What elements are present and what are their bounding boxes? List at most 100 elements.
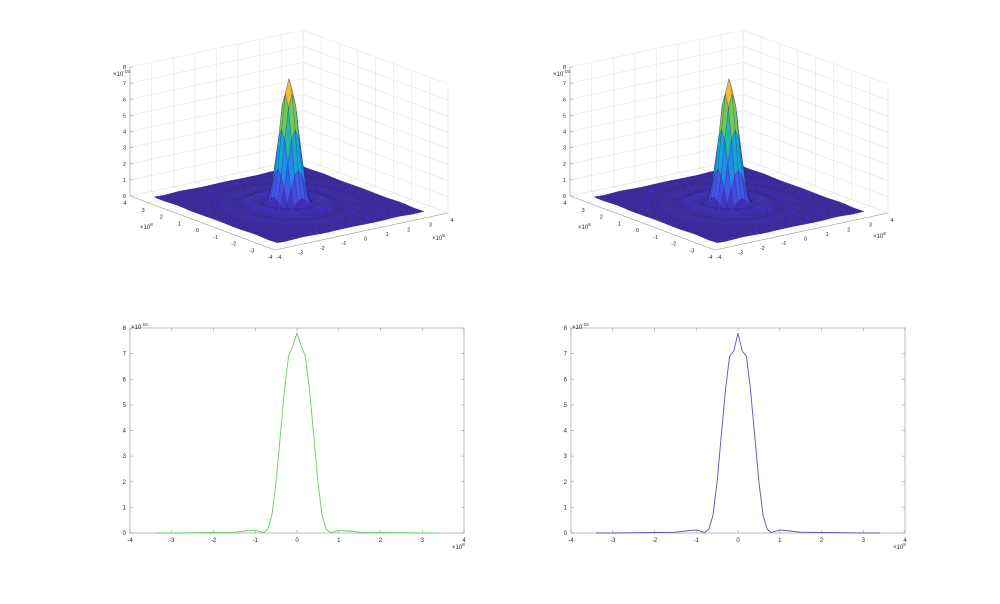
y-tick-label: 8: [564, 326, 568, 332]
x-tick-label: -4: [127, 538, 133, 544]
y-tick-label: 1: [123, 505, 127, 511]
z-tick-label: 1: [563, 178, 566, 184]
y-tick-label: -2: [671, 242, 676, 248]
y-tick-label: 4: [123, 429, 127, 435]
z-tick-label: 6: [123, 97, 126, 103]
y-tick-label: 6: [123, 377, 127, 383]
y-tick-label: 6: [564, 377, 568, 383]
tr-z-exponent: ×10-16: [553, 69, 570, 78]
x-tick-label: -3: [738, 250, 743, 256]
axes-frame: [571, 328, 905, 533]
x-tick-label: 3: [862, 538, 866, 544]
y-tick-label: -3: [249, 248, 254, 254]
y-tick-label: 4: [563, 201, 566, 207]
y-tick-label: 7: [564, 352, 568, 358]
y-tick-label: 0: [564, 531, 568, 537]
z-tick-label: 1: [123, 178, 126, 184]
z-tick-label: 5: [123, 113, 126, 119]
y-tick-label: 2: [600, 215, 603, 221]
tl-z-exponent: ×10-16: [113, 69, 130, 78]
x-tick-label: -1: [341, 241, 346, 247]
y-tick-label: -4: [268, 255, 273, 261]
x-tick-label: -3: [169, 538, 175, 544]
x-tick-label: -4: [717, 255, 722, 261]
y-tick-label: -1: [213, 235, 218, 241]
z-tick-label: 3: [563, 146, 566, 152]
x-tick-label: 2: [407, 227, 410, 233]
y-tick-label: -1: [653, 235, 658, 241]
x-tick-label: -2: [211, 538, 217, 544]
y-tick-label: 1: [618, 221, 621, 227]
x-tick-label: -2: [652, 538, 658, 544]
y-tick-label: 2: [564, 480, 568, 486]
z-tick-label: 7: [563, 81, 566, 87]
z-tick-label: 4: [123, 130, 126, 136]
y-tick-label: 4: [564, 429, 568, 435]
y-tick-label: 3: [142, 208, 145, 214]
y-tick-label: 3: [123, 454, 127, 460]
x-tick-label: -1: [253, 538, 259, 544]
y-tick-label: -4: [708, 255, 713, 261]
x-tick-label: -4: [277, 255, 282, 261]
z-tick-label: 2: [123, 162, 126, 168]
x-tick-label: 0: [736, 538, 740, 544]
x-tick-label: 0: [804, 237, 807, 243]
y-tick-label: 5: [564, 403, 568, 409]
y-tick-label: 0: [123, 531, 127, 537]
tr-x-exponent: ×108: [873, 231, 886, 240]
y-tick-label: 1: [564, 505, 568, 511]
x-tick-label: 1: [337, 538, 341, 544]
bl-x-exponent: ×108: [452, 542, 465, 551]
y-tick-label: 4: [123, 201, 126, 207]
x-tick-label: -3: [298, 250, 303, 256]
x-tick-label: 2: [847, 227, 850, 233]
x-tick-label: -3: [610, 538, 616, 544]
y-tick-label: 8: [123, 326, 127, 332]
x-tick-label: -1: [694, 538, 700, 544]
x-tick-label: 2: [379, 538, 383, 544]
x-tick-label: -2: [320, 246, 325, 252]
y-tick-label: 3: [564, 454, 568, 460]
z-tick-label: 4: [563, 130, 566, 136]
x-tick-label: 1: [826, 232, 829, 238]
y-tick-label: 3: [582, 208, 585, 214]
y-tick-label: 0: [196, 228, 199, 234]
y-tick-label: 1: [178, 221, 181, 227]
y-tick-label: 7: [123, 352, 127, 358]
tr-y-exponent: ×108: [578, 222, 591, 231]
x-tick-label: 0: [295, 538, 299, 544]
x-tick-label: -1: [781, 241, 786, 247]
x-tick-label: 3: [869, 223, 872, 229]
y-tick-label: 5: [123, 403, 127, 409]
x-tick-label: 1: [778, 538, 782, 544]
y-tick-label: -2: [231, 242, 236, 248]
x-tick-label: 0: [364, 237, 367, 243]
x-tick-label: 3: [421, 538, 425, 544]
tl-y-exponent: ×108: [140, 222, 153, 231]
axes-frame: [130, 328, 464, 533]
br-x-exponent: ×108: [893, 542, 906, 551]
x-tick-label: 4: [450, 218, 453, 224]
x-tick-label: 1: [386, 232, 389, 238]
x-tick-label: 2: [820, 538, 824, 544]
y-tick-label: 2: [123, 480, 127, 486]
x-tick-label: 3: [429, 223, 432, 229]
z-tick-label: 6: [563, 97, 566, 103]
y-tick-label: -3: [689, 248, 694, 254]
z-tick-label: 5: [563, 113, 566, 119]
x-tick-label: -2: [760, 246, 765, 252]
y-tick-label: 2: [160, 215, 163, 221]
x-tick-label: 4: [890, 218, 893, 224]
x-tick-label: -4: [568, 538, 574, 544]
z-tick-label: 2: [563, 162, 566, 168]
z-tick-label: 0: [123, 194, 126, 200]
tl-x-exponent: ×108: [432, 233, 445, 242]
y-tick-label: 0: [636, 228, 639, 234]
z-tick-label: 3: [123, 146, 126, 152]
z-tick-label: 0: [563, 194, 566, 200]
